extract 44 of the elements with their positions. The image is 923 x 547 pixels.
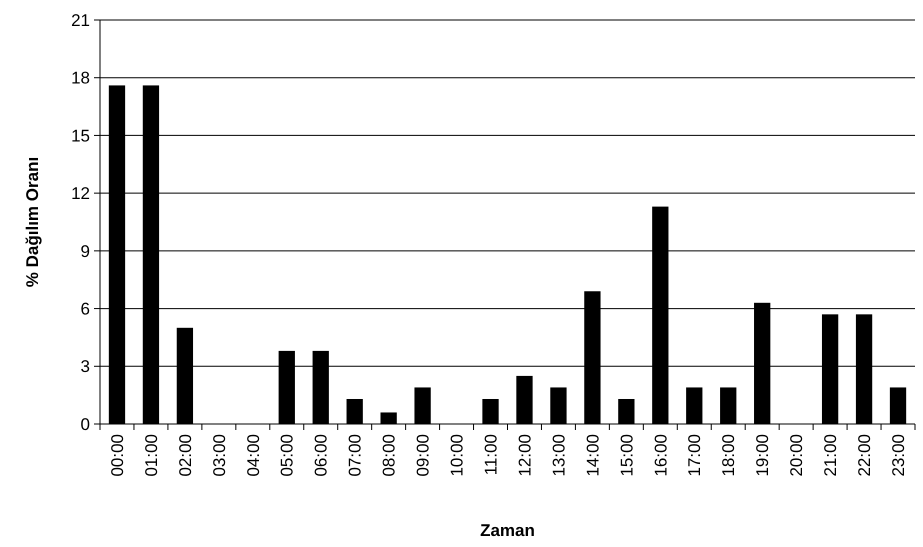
x-tick-label: 22:00 — [855, 434, 874, 477]
x-axis-title: Zaman — [480, 521, 535, 540]
x-tick-label: 02:00 — [176, 434, 195, 477]
x-tick-label: 20:00 — [787, 434, 806, 477]
x-tick-label: 19:00 — [753, 434, 772, 477]
x-tick-label: 05:00 — [278, 434, 297, 477]
y-tick-label: 15 — [71, 126, 90, 146]
bar — [720, 387, 736, 424]
bar — [346, 398, 363, 424]
x-tick-label: 04:00 — [244, 434, 263, 477]
x-tick-label: 10:00 — [448, 434, 467, 477]
x-tick-label: 12:00 — [515, 434, 534, 477]
bar — [890, 387, 906, 424]
x-tick-label: 21:00 — [821, 434, 840, 477]
y-tick-label: 21 — [71, 10, 90, 30]
y-tick-label: 0 — [80, 414, 90, 434]
bar — [482, 398, 499, 424]
bar — [516, 376, 533, 424]
y-tick-label: 6 — [80, 300, 90, 319]
x-tick-label: 00:00 — [108, 434, 127, 477]
x-tick-label: 07:00 — [346, 434, 365, 477]
x-tick-label: 16:00 — [651, 434, 670, 477]
x-tick-label: 11:00 — [481, 434, 500, 476]
y-tick-label: 12 — [71, 184, 90, 204]
x-tick-label: 23:00 — [888, 434, 908, 477]
bar — [414, 387, 431, 424]
bar — [380, 412, 397, 424]
x-tick-label: 13:00 — [549, 434, 568, 477]
y-tick-label: 3 — [80, 357, 90, 376]
x-tick-label: 17:00 — [685, 434, 704, 477]
x-tick-label: 14:00 — [583, 434, 602, 477]
bar — [550, 387, 567, 424]
bar — [618, 398, 635, 424]
x-tick-label: 18:00 — [719, 434, 738, 477]
x-tick-label: 08:00 — [380, 434, 399, 477]
y-axis-title: % Dağılım Oranı — [23, 156, 42, 288]
y-tick-label: 9 — [80, 242, 90, 261]
x-tick-label: 15:00 — [617, 434, 636, 477]
x-tick-label: 09:00 — [414, 434, 433, 477]
x-tick-label: 06:00 — [312, 434, 331, 477]
bar — [686, 387, 702, 424]
x-tick-label: 01:00 — [142, 434, 161, 477]
x-tick-label: 03:00 — [210, 434, 229, 477]
y-tick-label: 18 — [71, 68, 90, 88]
